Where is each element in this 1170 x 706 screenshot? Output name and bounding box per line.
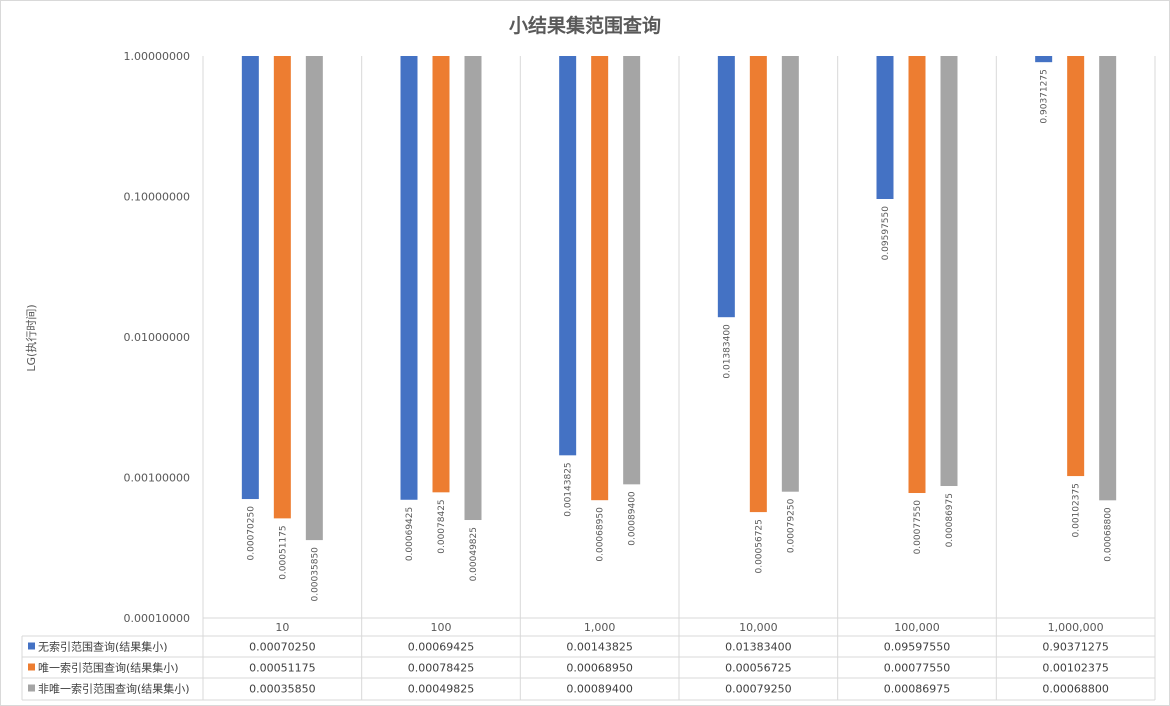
data-label: 0.00143825 bbox=[564, 462, 574, 516]
table-cell: 0.00143825 bbox=[566, 641, 632, 654]
data-label: 0.00078425 bbox=[437, 499, 447, 553]
data-label: 0.00035850 bbox=[310, 547, 320, 602]
table-cell: 0.00035850 bbox=[249, 683, 315, 696]
data-label: 0.00086975 bbox=[945, 493, 955, 547]
y-tick-label: 1.00000000 bbox=[124, 50, 190, 63]
table-cell: 0.00086975 bbox=[884, 683, 950, 696]
bar bbox=[273, 56, 291, 519]
bar bbox=[241, 56, 259, 500]
category-label: 10,000 bbox=[739, 621, 778, 634]
table-cell: 0.00077550 bbox=[884, 662, 950, 675]
data-label: 0.00069425 bbox=[405, 507, 415, 561]
bar bbox=[781, 56, 799, 492]
y-tick-labels: 1.00000000 0.10000000 0.01000000 0.00100000… bbox=[124, 50, 190, 625]
y-tick-label: 0.00100000 bbox=[124, 472, 190, 485]
data-table: 10 100 1,000 10,000 100,000 1,000,000 无索引范围查询(… bbox=[21, 56, 1156, 701]
data-label: 0.01383400 bbox=[722, 324, 732, 379]
y-tick-label: 0.01000000 bbox=[124, 331, 190, 344]
bar bbox=[1067, 56, 1085, 477]
data-label: 0.00051175 bbox=[278, 525, 288, 579]
legend-swatch bbox=[28, 663, 35, 671]
category-label: 10 bbox=[275, 621, 289, 634]
category-label: 100,000 bbox=[894, 621, 940, 634]
category-label: 1,000,000 bbox=[1048, 621, 1104, 634]
bar bbox=[876, 56, 894, 200]
legend-entry: 无索引范围查询(结果集小) bbox=[38, 640, 168, 654]
table-cell: 0.00051175 bbox=[249, 662, 315, 675]
data-label: 0.00049825 bbox=[469, 527, 479, 581]
data-label: 0.00079250 bbox=[786, 498, 796, 553]
bar bbox=[940, 56, 958, 487]
table-cell: 0.90371275 bbox=[1042, 641, 1108, 654]
table-cell: 0.00049825 bbox=[408, 683, 474, 696]
chart-title: 小结果集范围查询 bbox=[509, 14, 661, 37]
category-label: 100 bbox=[431, 621, 452, 634]
table-cell: 0.09597550 bbox=[884, 641, 950, 654]
bar bbox=[305, 56, 323, 541]
legend-entry: 唯一索引范围查询(结果集小) bbox=[38, 661, 179, 675]
y-tick-label: 0.00010000 bbox=[124, 612, 190, 625]
table-cell: 0.01383400 bbox=[725, 641, 791, 654]
data-label: 0.00068800 bbox=[1104, 507, 1114, 562]
table-cell: 0.00068800 bbox=[1042, 683, 1108, 696]
bar bbox=[559, 56, 577, 456]
table-cell: 0.00070250 bbox=[249, 641, 315, 654]
data-label: 0.00070250 bbox=[246, 506, 256, 561]
legend-entry: 非唯一索引范围查询(结果集小) bbox=[38, 682, 190, 696]
y-tick-label: 0.10000000 bbox=[124, 191, 190, 204]
bar bbox=[749, 56, 767, 513]
table-cell: 0.00079250 bbox=[725, 683, 791, 696]
bar bbox=[717, 56, 735, 318]
data-label: 0.09597550 bbox=[881, 206, 891, 261]
legend-swatch bbox=[28, 684, 35, 692]
bar bbox=[464, 56, 482, 521]
table-cell: 0.00102375 bbox=[1042, 662, 1108, 675]
table-cell: 0.00089400 bbox=[566, 683, 632, 696]
category-label: 1,000 bbox=[584, 621, 616, 634]
bar bbox=[1035, 56, 1053, 63]
table-cell: 0.00056725 bbox=[725, 662, 791, 675]
bar bbox=[623, 56, 641, 485]
data-label: 0.90371275 bbox=[1040, 69, 1050, 123]
data-label: 0.00068950 bbox=[596, 507, 606, 562]
data-label: 0.00056725 bbox=[754, 519, 764, 573]
bar bbox=[908, 56, 926, 494]
data-label: 0.00089400 bbox=[628, 491, 638, 546]
bar bbox=[400, 56, 418, 500]
bar bbox=[432, 56, 450, 493]
data-label: 0.00077550 bbox=[913, 500, 923, 555]
legend-swatch bbox=[28, 642, 35, 650]
bar bbox=[591, 56, 609, 501]
data-label: 0.00102375 bbox=[1072, 483, 1082, 537]
y-axis-label: LG(执行时间) bbox=[24, 304, 38, 371]
table-cell: 0.00069425 bbox=[408, 641, 474, 654]
table-cell: 0.00068950 bbox=[566, 662, 632, 675]
bar bbox=[1099, 56, 1117, 501]
plot-area: 0.00070250 0.00069425 0.00143825 0.01383400… bbox=[241, 56, 1117, 602]
table-cell: 0.00078425 bbox=[408, 662, 474, 675]
